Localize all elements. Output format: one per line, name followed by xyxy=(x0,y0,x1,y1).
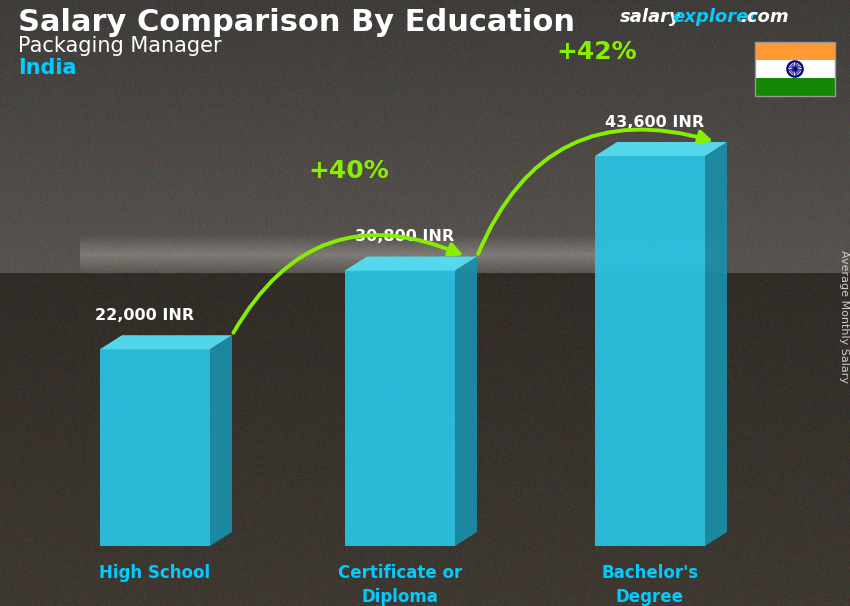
Text: Salary Comparison By Education: Salary Comparison By Education xyxy=(18,8,575,37)
Text: India: India xyxy=(18,58,76,78)
Text: 22,000 INR: 22,000 INR xyxy=(95,308,195,323)
Text: 30,800 INR: 30,800 INR xyxy=(355,230,455,244)
Polygon shape xyxy=(755,42,835,60)
Polygon shape xyxy=(345,256,477,270)
Text: Average Monthly Salary: Average Monthly Salary xyxy=(839,250,849,382)
Text: Bachelor's
Degree: Bachelor's Degree xyxy=(602,564,699,605)
Polygon shape xyxy=(455,256,477,546)
Text: +40%: +40% xyxy=(309,159,389,184)
Text: +42%: +42% xyxy=(556,40,637,64)
Polygon shape xyxy=(210,335,232,546)
Text: explorer: explorer xyxy=(672,8,757,26)
Polygon shape xyxy=(345,270,455,546)
Polygon shape xyxy=(705,142,727,546)
Polygon shape xyxy=(755,60,835,78)
Polygon shape xyxy=(100,349,210,546)
Polygon shape xyxy=(595,142,727,156)
Polygon shape xyxy=(100,335,232,349)
Text: Certificate or
Diploma: Certificate or Diploma xyxy=(337,564,462,605)
Text: Packaging Manager: Packaging Manager xyxy=(18,36,222,56)
Text: .com: .com xyxy=(740,8,789,26)
Text: High School: High School xyxy=(99,564,211,582)
Polygon shape xyxy=(755,78,835,96)
Text: salary: salary xyxy=(620,8,682,26)
Text: 43,600 INR: 43,600 INR xyxy=(605,115,705,130)
Polygon shape xyxy=(595,156,705,546)
